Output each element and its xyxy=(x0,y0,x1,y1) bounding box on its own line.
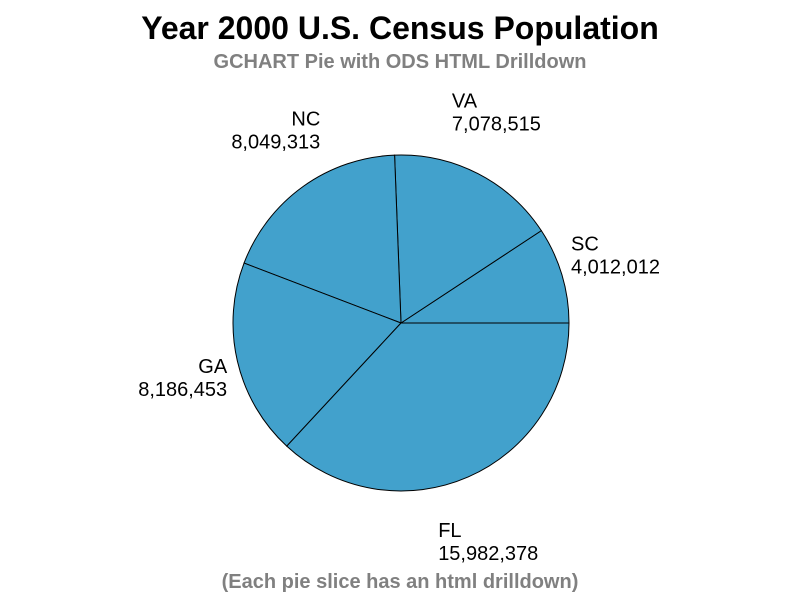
chart-title: Year 2000 U.S. Census Population xyxy=(141,10,659,46)
slice-value-label: 8,186,453 xyxy=(138,379,227,401)
slice-value-label: 8,049,313 xyxy=(231,132,320,154)
slice-label-sc: SC 4,012,012 xyxy=(571,234,660,279)
slice-label-fl: FL 15,982,378 xyxy=(438,520,538,565)
pie-slice-ga[interactable] xyxy=(232,262,402,447)
slice-value-label: 7,078,515 xyxy=(452,113,541,135)
slice-category-label: VA xyxy=(452,90,478,112)
slice-label-va: VA 7,078,515 xyxy=(452,90,541,135)
slice-value-label: 4,012,012 xyxy=(571,257,660,279)
chart-footnote: (Each pie slice has an html drilldown) xyxy=(221,571,579,593)
pie-slice-va[interactable] xyxy=(394,154,543,324)
chart-subtitle: GCHART Pie with ODS HTML Drilldown xyxy=(213,51,587,73)
slice-category-label: GA xyxy=(198,356,228,378)
slice-label-ga: GA 8,186,453 xyxy=(138,356,228,401)
slice-category-label: SC xyxy=(571,234,599,256)
slice-category-label: FL xyxy=(438,520,461,542)
slice-label-nc: NC 8,049,313 xyxy=(231,109,320,154)
slice-category-label: NC xyxy=(291,109,320,131)
pie-slice-sc[interactable] xyxy=(399,229,570,324)
pie-slice-nc[interactable] xyxy=(243,154,402,324)
pie-slice-fl[interactable] xyxy=(286,322,570,492)
slice-value-label: 15,982,378 xyxy=(438,543,538,565)
